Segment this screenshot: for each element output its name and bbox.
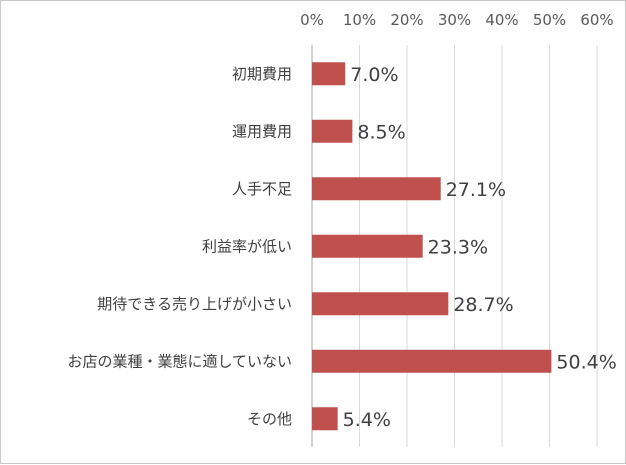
bar (312, 292, 449, 316)
x-tick-label: 0% (300, 11, 324, 29)
bars (312, 62, 552, 431)
x-tick-label: 50% (533, 11, 566, 29)
category-label: その他 (247, 410, 292, 428)
value-label: 7.0% (350, 64, 398, 86)
value-label: 8.5% (357, 121, 405, 143)
bar (312, 62, 346, 86)
value-label: 27.1% (446, 179, 506, 201)
bar (312, 234, 423, 258)
x-tick-label: 40% (485, 11, 518, 29)
category-label: お店の業種・業態に適していない (67, 352, 292, 370)
category-label: 期待できる売り上げが小さい (97, 295, 292, 313)
x-tick-label: 10% (343, 11, 376, 29)
bar (312, 119, 353, 143)
x-axis-ticks: 0% 10% 20% 30% 40% 50% 60% (300, 11, 614, 29)
category-label: 利益率が低い (202, 237, 292, 255)
bar (312, 349, 552, 373)
category-label: 人手不足 (232, 180, 292, 198)
category-labels: 初期費用運用費用人手不足利益率が低い期待できる売り上げが小さいお店の業種・業態に… (67, 65, 292, 428)
value-labels: 7.0% 8.5% 27.1% 23.3% 28.7% 50.4% 5.4% (343, 64, 617, 431)
x-tick-label: 30% (438, 11, 471, 29)
bar (312, 407, 338, 431)
category-label: 運用費用 (232, 122, 292, 140)
value-label: 28.7% (453, 294, 513, 316)
value-label: 5.4% (343, 409, 391, 431)
x-tick-label: 20% (390, 11, 423, 29)
value-label: 50.4% (556, 351, 616, 373)
category-label: 初期費用 (232, 65, 292, 83)
x-tick-label: 60% (580, 11, 613, 29)
bar (312, 177, 441, 201)
value-label: 23.3% (428, 236, 488, 258)
